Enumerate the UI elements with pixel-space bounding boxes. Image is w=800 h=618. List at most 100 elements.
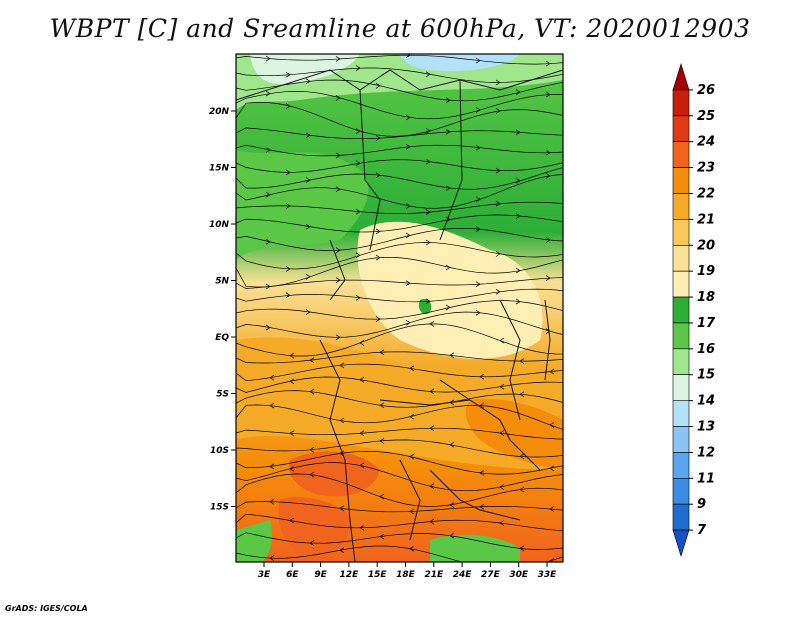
streamline-arrow <box>339 362 345 369</box>
streamline-arrow <box>475 309 481 316</box>
colorbar-label: 20 <box>697 238 715 253</box>
streamline <box>236 351 563 364</box>
country-borders <box>236 69 563 562</box>
lon-tick-label: 6E <box>286 570 299 580</box>
colorbar-label: 12 <box>697 445 715 460</box>
streamline-arrow <box>335 186 341 192</box>
lat-tick-label: 15S <box>210 503 229 513</box>
streamline-arrow <box>339 417 345 424</box>
streamline <box>236 144 563 157</box>
streamlines <box>236 54 563 569</box>
streamline <box>236 79 563 102</box>
streamline-arrow <box>519 486 525 493</box>
streamline <box>236 102 563 137</box>
lat-tick-label: 20N <box>209 107 230 117</box>
streamline-arrow <box>335 95 341 101</box>
streamline <box>236 174 563 209</box>
colorbar-label: 21 <box>697 212 715 227</box>
streamline-arrow <box>339 547 345 553</box>
colorbar-label: 17 <box>697 316 716 331</box>
streamline-arrow <box>499 520 505 526</box>
lon-tick-label: 24E <box>453 570 473 580</box>
streamline <box>236 323 563 357</box>
streamline-arrow <box>335 277 341 283</box>
streamline-arrow <box>289 378 295 385</box>
streamline-arrow <box>335 247 341 253</box>
streamline-arrow <box>309 471 315 478</box>
streamline-arrow <box>515 178 521 184</box>
longitude-axis: 3E 6E 9E 12E 15E 18E 21E 24E 27E 30E 33E <box>258 562 557 580</box>
streamline-arrow <box>495 167 501 174</box>
streamline <box>236 242 563 270</box>
streamline <box>236 390 563 408</box>
streamline-arrow <box>379 493 385 500</box>
lat-tick-label: 5S <box>216 390 229 400</box>
streamline-arrow <box>359 340 365 346</box>
streamline-arrow <box>405 144 411 150</box>
streamline-arrow <box>549 558 555 562</box>
streamline <box>236 288 563 303</box>
streamline-arrow <box>355 295 361 301</box>
streamline-arrow <box>285 203 291 209</box>
streamline-arrow <box>405 232 411 239</box>
streamline-arrow <box>379 438 385 444</box>
streamline-arrow <box>545 91 551 98</box>
streamline-arrow <box>355 208 361 215</box>
streamline <box>236 167 563 190</box>
lat-tick-label: EQ <box>215 333 229 343</box>
streamline-arrow <box>309 357 315 363</box>
streamline-arrow <box>269 402 275 409</box>
streamline-arrow <box>445 185 451 191</box>
streamline-arrow <box>379 349 385 356</box>
streamline-arrow <box>265 55 271 62</box>
lon-tick-label: 12E <box>340 570 360 580</box>
streamline <box>236 159 563 173</box>
streamline-arrow <box>405 203 411 209</box>
streamline-arrow <box>475 57 481 64</box>
lat-tick-label: 10S <box>210 446 229 456</box>
streamline <box>236 228 563 251</box>
colorbar-segment <box>672 244 690 272</box>
streamline-arrow <box>289 517 295 524</box>
streamline-arrow <box>405 319 411 326</box>
streamline-arrow <box>359 430 365 437</box>
lon-tick-label: 30E <box>509 570 529 580</box>
streamline-arrow <box>479 373 485 380</box>
streamline-arrow <box>265 239 271 245</box>
streamline-arrow <box>359 525 365 531</box>
streamline-arrow <box>355 252 361 259</box>
streamline-arrow <box>479 470 485 476</box>
streamline <box>236 311 563 338</box>
streamline-arrow <box>409 453 415 460</box>
streamline-arrow <box>475 144 481 151</box>
streamline-arrow <box>375 83 381 89</box>
colorbar-segment <box>672 426 690 453</box>
footer-credit: GrADS: IGES/COLA <box>5 604 88 613</box>
streamline-arrow <box>549 506 555 512</box>
map-frame <box>235 53 564 563</box>
lon-tick-label: 9E <box>314 570 327 580</box>
streamline-arrow <box>429 425 435 431</box>
colorbar-label: 14 <box>697 394 715 409</box>
streamline-arrow <box>359 376 365 383</box>
streamline-arrow <box>519 358 525 364</box>
streamline <box>236 127 563 140</box>
lat-tick-label: 10N <box>209 220 230 230</box>
streamline-arrow <box>409 413 415 420</box>
colorbar-label: 25 <box>697 109 715 124</box>
streamline <box>236 545 563 562</box>
streamline-arrow <box>499 430 505 436</box>
colorbar-segment <box>672 115 690 142</box>
colorbar-label: 19 <box>697 264 715 279</box>
streamline <box>236 201 563 214</box>
streamline <box>236 473 563 507</box>
streamline-arrow <box>545 149 551 156</box>
streamline-arrow <box>429 518 435 525</box>
streamline-arrow <box>480 564 484 569</box>
colorbar-segment <box>672 478 690 505</box>
streamline-arrow <box>495 108 501 114</box>
colorbar-segment <box>672 296 690 324</box>
streamline-arrow <box>405 114 411 121</box>
colorbar-segment <box>672 219 690 246</box>
streamline-arrow <box>305 309 311 315</box>
